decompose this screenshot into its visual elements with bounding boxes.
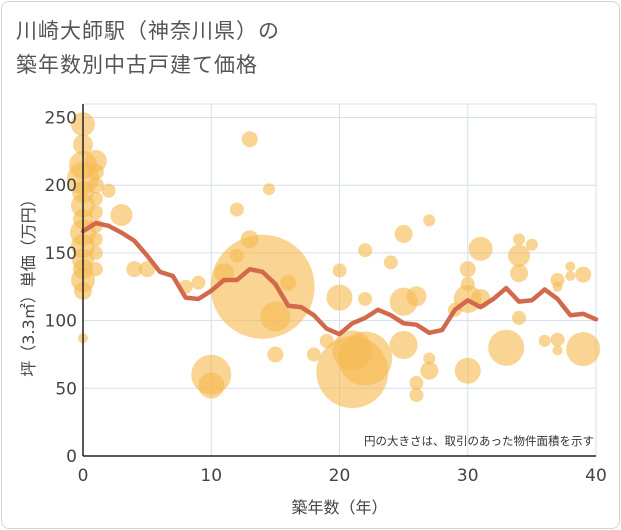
y-tick-label: 150 <box>45 244 77 264</box>
bubble-point <box>553 282 563 292</box>
bubble-point <box>469 237 493 261</box>
bubble-point <box>488 330 524 366</box>
bubble-point <box>513 233 525 245</box>
bubble-point <box>565 271 575 281</box>
bubble-point <box>267 346 283 362</box>
bubble-point <box>280 275 296 291</box>
bubble-point <box>89 205 103 219</box>
bubble-point <box>242 131 258 147</box>
bubble-point <box>420 362 438 380</box>
bubble-size-note: 円の大きさは、取引のあった物件面積を示す <box>364 434 594 448</box>
bubble-point <box>455 358 481 384</box>
y-tick-label: 50 <box>55 379 77 399</box>
bubble-point <box>230 203 244 217</box>
bubble-point <box>338 332 392 386</box>
bubble-point <box>539 335 551 347</box>
bubble-point <box>512 311 526 325</box>
bubble-point <box>409 376 423 390</box>
scatter-chart: 0 50 100 150 200 250 0 10 20 30 40 築年数（年） 坪（3.3㎡）単価（… <box>0 0 621 530</box>
x-axis-title: 築年数（年） <box>291 498 387 517</box>
bubble-point <box>102 184 116 198</box>
y-tick-label: 0 <box>66 447 77 467</box>
bubble-point <box>384 255 398 269</box>
bubble-point <box>406 286 426 306</box>
bubble-point <box>358 292 372 306</box>
y-tick-label: 250 <box>45 109 77 129</box>
bubble-point <box>198 373 224 399</box>
bubble-point <box>526 239 538 251</box>
x-tick-label: 40 <box>585 466 607 486</box>
bubble-point <box>88 177 104 193</box>
x-tick-label: 0 <box>78 466 89 486</box>
bubble-point <box>551 333 565 347</box>
x-tick-label: 30 <box>457 466 479 486</box>
bubble-point <box>89 232 103 246</box>
bubble-point <box>460 261 476 277</box>
x-tick-label: 10 <box>200 466 222 486</box>
bubble-point <box>508 245 530 267</box>
bubble-point <box>263 183 275 195</box>
bubble-point <box>358 243 372 257</box>
x-tick-label: 20 <box>329 466 351 486</box>
bubble-point <box>395 225 413 243</box>
bubble-point <box>565 261 575 271</box>
bubble-point <box>553 345 563 355</box>
bubble-point <box>510 264 528 282</box>
bubble-point <box>333 264 347 278</box>
bubble-point <box>89 246 103 260</box>
bubble-point <box>566 332 600 366</box>
bubble-point <box>89 192 103 206</box>
y-tick-label: 200 <box>45 176 77 196</box>
bubble-point <box>390 331 418 359</box>
bubble-point <box>423 214 435 226</box>
bubble-point <box>89 262 103 276</box>
y-tick-label: 100 <box>45 312 77 332</box>
bubble-point <box>191 276 205 290</box>
bubble-point <box>575 267 591 283</box>
bubble-point <box>409 388 423 402</box>
bubble-point <box>327 285 353 311</box>
y-axis-title: 坪（3.3㎡）単価（万円） <box>19 191 38 376</box>
bubble-point <box>110 204 132 226</box>
